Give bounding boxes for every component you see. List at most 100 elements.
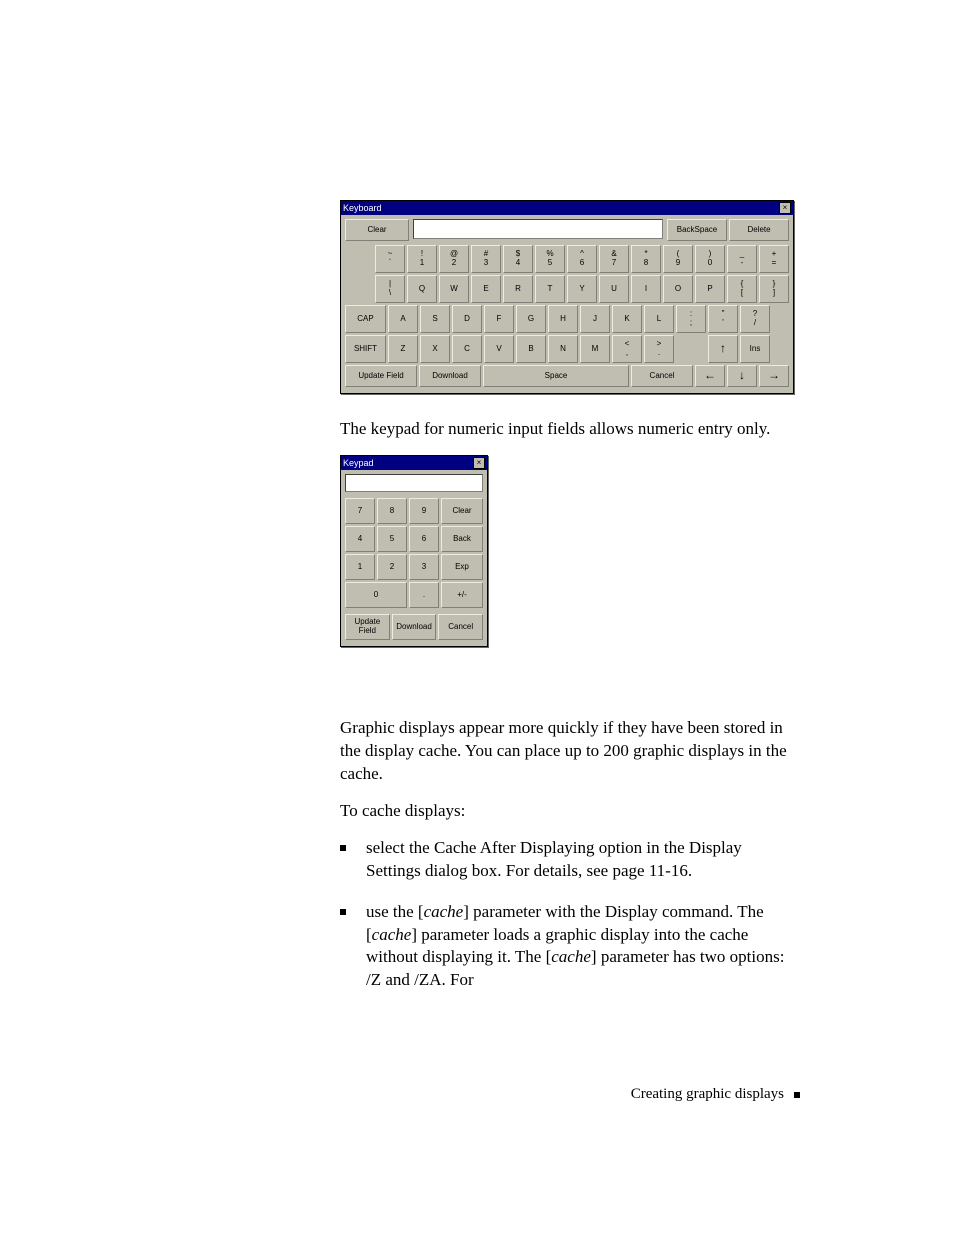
shift-button[interactable]: SHIFT [345, 335, 386, 363]
close-icon[interactable]: × [779, 202, 791, 214]
keyboard-title: Keyboard [343, 201, 382, 215]
key-quote[interactable]: "' [708, 305, 738, 333]
keypad-0[interactable]: 0 [345, 582, 407, 608]
key-w[interactable]: W [439, 275, 469, 303]
keypad-7[interactable]: 7 [345, 498, 375, 524]
keypad-3[interactable]: 3 [409, 554, 439, 580]
keypad-body: 7 8 9 Clear 4 5 6 Back 1 2 3 Exp [341, 470, 487, 646]
key-rbracket[interactable]: }] [759, 275, 789, 303]
key-6[interactable]: ^6 [567, 245, 597, 273]
key-minus[interactable]: _- [727, 245, 757, 273]
key-p[interactable]: P [695, 275, 725, 303]
key-m[interactable]: M [580, 335, 610, 363]
key-s[interactable]: S [420, 305, 450, 333]
bullet-text: select the Cache After Displaying option… [366, 837, 800, 883]
key-d[interactable]: D [452, 305, 482, 333]
list-item: select the Cache After Displaying option… [340, 837, 800, 883]
space-button[interactable]: Space [483, 365, 629, 387]
keypad-exp-button[interactable]: Exp [441, 554, 483, 580]
key-o[interactable]: O [663, 275, 693, 303]
between-text: The keypad for numeric input fields allo… [340, 418, 800, 441]
keypad-5[interactable]: 5 [377, 526, 407, 552]
keypad-9[interactable]: 9 [409, 498, 439, 524]
key-a[interactable]: A [388, 305, 418, 333]
key-q[interactable]: Q [407, 275, 437, 303]
key-n[interactable]: N [548, 335, 578, 363]
key-t[interactable]: T [535, 275, 565, 303]
keyboard-titlebar: Keyboard × [341, 201, 793, 215]
arrow-down-button[interactable]: ↓ [727, 365, 757, 387]
bullet-list: select the Cache After Displaying option… [340, 837, 800, 993]
keypad-1[interactable]: 1 [345, 554, 375, 580]
cancel-button[interactable]: Cancel [631, 365, 693, 387]
key-8[interactable]: *8 [631, 245, 661, 273]
key-5[interactable]: %5 [535, 245, 565, 273]
content-column: Keyboard × Clear BackSpace Delete ~` !1 … [340, 200, 800, 992]
key-1[interactable]: !1 [407, 245, 437, 273]
key-semicolon[interactable]: :; [676, 305, 706, 333]
keyboard-window: Keyboard × Clear BackSpace Delete ~` !1 … [340, 200, 794, 394]
capslock-button[interactable]: CAP [345, 305, 386, 333]
close-icon[interactable]: × [473, 457, 485, 469]
key-v[interactable]: V [484, 335, 514, 363]
key-2[interactable]: @2 [439, 245, 469, 273]
key-equals[interactable]: += [759, 245, 789, 273]
keypad-2[interactable]: 2 [377, 554, 407, 580]
bullet-icon [340, 845, 346, 851]
footer-bullet-icon [794, 1092, 800, 1098]
key-y[interactable]: Y [567, 275, 597, 303]
arrow-left-button[interactable]: ← [695, 365, 725, 387]
key-h[interactable]: H [548, 305, 578, 333]
keypad-row-5: Update Field Download Cancel [345, 614, 483, 640]
key-f[interactable]: F [484, 305, 514, 333]
key-c[interactable]: C [452, 335, 482, 363]
arrow-up-button[interactable]: ↑ [708, 335, 738, 363]
key-i[interactable]: I [631, 275, 661, 303]
key-period[interactable]: >. [644, 335, 674, 363]
keypad-6[interactable]: 6 [409, 526, 439, 552]
clear-button[interactable]: Clear [345, 219, 409, 241]
key-backslash[interactable]: |\ [375, 275, 405, 303]
keypad-update-field-button[interactable]: Update Field [345, 614, 390, 640]
key-3[interactable]: #3 [471, 245, 501, 273]
keyboard-input[interactable] [413, 219, 663, 239]
key-j[interactable]: J [580, 305, 610, 333]
keypad-8[interactable]: 8 [377, 498, 407, 524]
paragraph-1: Graphic displays appear more quickly if … [340, 717, 800, 786]
key-0[interactable]: )0 [695, 245, 725, 273]
keypad-dot[interactable]: . [409, 582, 439, 608]
key-x[interactable]: X [420, 335, 450, 363]
update-field-button[interactable]: Update Field [345, 365, 417, 387]
key-k[interactable]: K [612, 305, 642, 333]
key-r[interactable]: R [503, 275, 533, 303]
download-button[interactable]: Download [419, 365, 481, 387]
delete-button[interactable]: Delete [729, 219, 789, 241]
key-b[interactable]: B [516, 335, 546, 363]
arrow-right-button[interactable]: → [759, 365, 789, 387]
key-tilde[interactable]: ~` [375, 245, 405, 273]
keypad-row-1: 7 8 9 Clear [345, 498, 483, 524]
keypad-title: Keypad [343, 456, 374, 470]
keypad-row-3: 1 2 3 Exp [345, 554, 483, 580]
key-9[interactable]: (9 [663, 245, 693, 273]
keypad-input[interactable] [345, 474, 483, 492]
key-l[interactable]: L [644, 305, 674, 333]
keypad-download-button[interactable]: Download [392, 614, 437, 640]
bullet-icon [340, 909, 346, 915]
keypad-clear-button[interactable]: Clear [441, 498, 483, 524]
backspace-button[interactable]: BackSpace [667, 219, 727, 241]
key-e[interactable]: E [471, 275, 501, 303]
key-z[interactable]: Z [388, 335, 418, 363]
keypad-back-button[interactable]: Back [441, 526, 483, 552]
key-g[interactable]: G [516, 305, 546, 333]
key-4[interactable]: $4 [503, 245, 533, 273]
key-7[interactable]: &7 [599, 245, 629, 273]
key-lbracket[interactable]: {[ [727, 275, 757, 303]
keypad-plusminus-button[interactable]: +/- [441, 582, 483, 608]
key-comma[interactable]: <, [612, 335, 642, 363]
keypad-4[interactable]: 4 [345, 526, 375, 552]
key-slash[interactable]: ?/ [740, 305, 770, 333]
keypad-cancel-button[interactable]: Cancel [438, 614, 483, 640]
ins-button[interactable]: Ins [740, 335, 770, 363]
key-u[interactable]: U [599, 275, 629, 303]
